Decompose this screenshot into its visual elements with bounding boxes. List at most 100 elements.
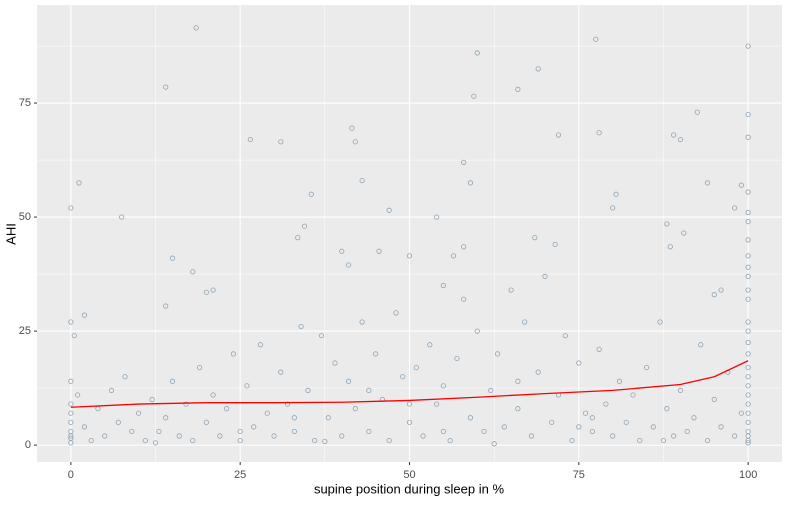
point [461,244,467,250]
point [616,378,623,384]
point [129,428,135,435]
point [433,401,440,407]
point [745,410,751,416]
point [745,374,751,380]
point [325,415,331,421]
point [745,433,751,439]
point [75,392,81,398]
point [203,419,209,425]
point [440,383,446,389]
point [217,433,223,439]
point [664,221,670,227]
point [501,424,507,430]
point [576,424,582,430]
point [745,339,751,346]
point [196,364,203,371]
point [251,424,257,430]
point [278,369,284,375]
point [247,136,253,143]
point [593,36,599,42]
point [745,134,751,140]
point [694,109,700,115]
point [71,333,77,339]
point [366,387,372,393]
point [745,351,751,357]
point [349,125,355,131]
point [471,93,477,99]
point [210,287,216,293]
point [515,86,521,92]
x-tick-label: 100 [739,469,757,481]
point [731,205,738,211]
point [745,319,751,325]
point [461,159,467,165]
point [528,433,535,439]
point [698,342,704,348]
point [745,287,751,293]
point [745,440,751,446]
point [163,303,169,309]
point [745,253,751,259]
point [135,410,142,416]
point [660,437,667,444]
y-tick-label: 50 [19,211,31,223]
point [322,438,328,445]
point [610,205,616,211]
point [373,351,379,357]
point [745,43,751,49]
point [467,415,474,421]
x-tick-label: 50 [403,469,415,481]
point [305,387,311,393]
point [156,428,162,435]
point [667,244,673,250]
point [169,255,176,261]
point [650,424,656,430]
point [569,437,575,444]
point [301,223,308,229]
x-tick-label: 75 [573,469,585,481]
point [68,435,74,441]
point [745,383,751,389]
point [671,433,677,439]
y-tick-label: 0 [25,439,31,451]
point [352,139,358,145]
point [312,437,318,444]
point [522,319,528,325]
point [630,392,636,398]
point [119,214,125,220]
point [552,241,558,248]
point [400,374,406,380]
point [535,369,541,375]
point [677,136,684,143]
point [345,378,352,384]
point [193,25,199,31]
point [413,364,419,371]
point [589,415,595,421]
point [589,428,595,435]
point [393,310,399,316]
point [745,219,751,225]
point [664,406,670,412]
point [433,214,440,220]
point [420,433,426,439]
point [386,437,392,444]
point [704,180,711,186]
point [163,415,169,421]
y-axis-title: AHI [3,223,18,245]
point [691,415,697,421]
point [461,296,467,302]
point [406,253,413,259]
trend-line [70,360,749,408]
point [230,351,237,357]
point [542,273,548,279]
point [718,424,724,430]
point [298,323,304,330]
point [149,396,155,403]
point [467,180,474,186]
point [745,419,751,425]
point [152,440,159,446]
point [549,419,555,425]
x-tick-label: 25 [234,469,246,481]
